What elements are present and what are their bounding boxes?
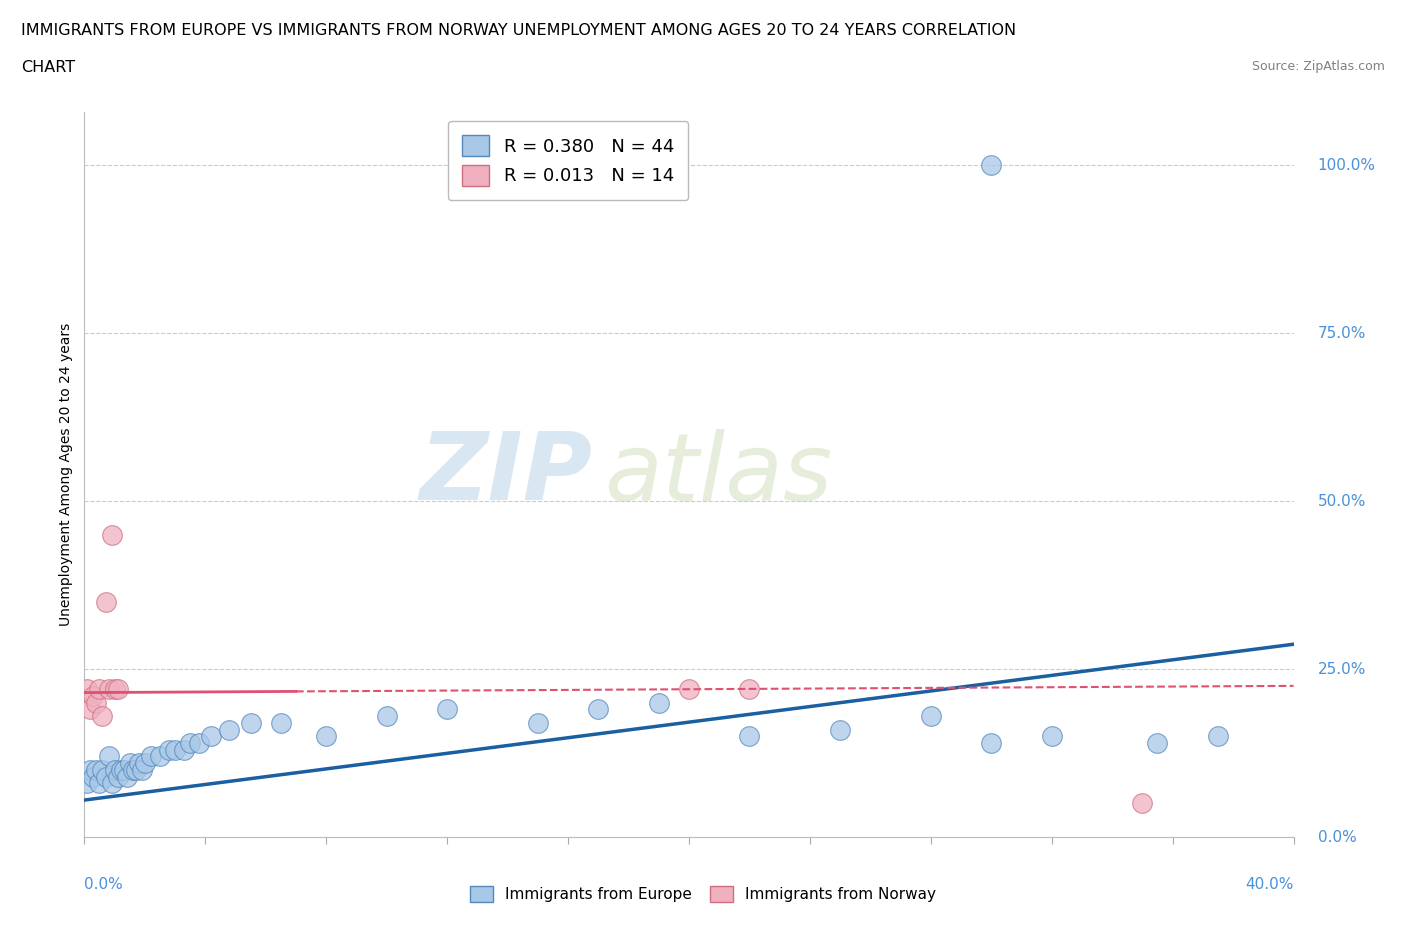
Point: [149, 749, 172, 764]
Point: [121, 763, 143, 777]
Text: 50.0%: 50.0%: [1317, 494, 1367, 509]
Text: 25.0%: 25.0%: [1317, 661, 1367, 677]
Text: atlas: atlas: [605, 429, 832, 520]
Text: ZIP: ZIP: [419, 429, 592, 520]
Point: [980, 158, 1002, 173]
Point: [94, 769, 117, 784]
Point: [1206, 729, 1229, 744]
Point: [125, 763, 148, 777]
Text: CHART: CHART: [21, 60, 75, 75]
Point: [270, 715, 292, 730]
Point: [104, 763, 127, 777]
Point: [173, 742, 195, 757]
Point: [115, 769, 138, 784]
Text: 0.0%: 0.0%: [1317, 830, 1357, 844]
Point: [830, 722, 852, 737]
Text: 0.0%: 0.0%: [84, 877, 124, 892]
Text: 75.0%: 75.0%: [1317, 326, 1367, 340]
Point: [89, 776, 111, 790]
Point: [97, 749, 120, 764]
Legend: R = 0.380   N = 44, R = 0.013   N = 14: R = 0.380 N = 44, R = 0.013 N = 14: [447, 121, 689, 200]
Point: [134, 756, 156, 771]
Point: [118, 756, 141, 771]
Point: [436, 702, 458, 717]
Point: [89, 682, 111, 697]
Point: [738, 682, 761, 697]
Point: [86, 696, 108, 711]
Point: [82, 688, 104, 703]
Point: [79, 763, 101, 777]
Point: [188, 736, 211, 751]
Point: [94, 594, 117, 609]
Point: [79, 702, 101, 717]
Point: [107, 682, 129, 697]
Point: [647, 696, 671, 711]
Point: [200, 729, 222, 744]
Point: [588, 702, 610, 717]
Point: [110, 763, 132, 777]
Y-axis label: Unemployment Among Ages 20 to 24 years: Unemployment Among Ages 20 to 24 years: [59, 323, 73, 626]
Point: [100, 527, 122, 542]
Legend: Immigrants from Europe, Immigrants from Norway: Immigrants from Europe, Immigrants from …: [464, 880, 942, 909]
Point: [179, 736, 201, 751]
Point: [1130, 796, 1153, 811]
Point: [315, 729, 337, 744]
Point: [1146, 736, 1168, 751]
Point: [82, 769, 104, 784]
Point: [128, 756, 150, 771]
Text: 40.0%: 40.0%: [1246, 877, 1294, 892]
Point: [100, 776, 122, 790]
Point: [738, 729, 761, 744]
Point: [920, 709, 942, 724]
Point: [86, 763, 108, 777]
Point: [218, 722, 240, 737]
Point: [139, 749, 162, 764]
Point: [375, 709, 398, 724]
Point: [239, 715, 262, 730]
Point: [91, 709, 114, 724]
Point: [526, 715, 548, 730]
Point: [678, 682, 700, 697]
Point: [1040, 729, 1063, 744]
Point: [97, 682, 120, 697]
Text: Source: ZipAtlas.com: Source: ZipAtlas.com: [1251, 60, 1385, 73]
Text: IMMIGRANTS FROM EUROPE VS IMMIGRANTS FROM NORWAY UNEMPLOYMENT AMONG AGES 20 TO 2: IMMIGRANTS FROM EUROPE VS IMMIGRANTS FRO…: [21, 23, 1017, 38]
Point: [112, 763, 135, 777]
Point: [157, 742, 180, 757]
Point: [76, 776, 98, 790]
Point: [76, 682, 98, 697]
Point: [104, 682, 127, 697]
Point: [107, 769, 129, 784]
Point: [980, 736, 1002, 751]
Point: [91, 763, 114, 777]
Text: 100.0%: 100.0%: [1317, 158, 1375, 173]
Point: [163, 742, 186, 757]
Point: [131, 763, 153, 777]
